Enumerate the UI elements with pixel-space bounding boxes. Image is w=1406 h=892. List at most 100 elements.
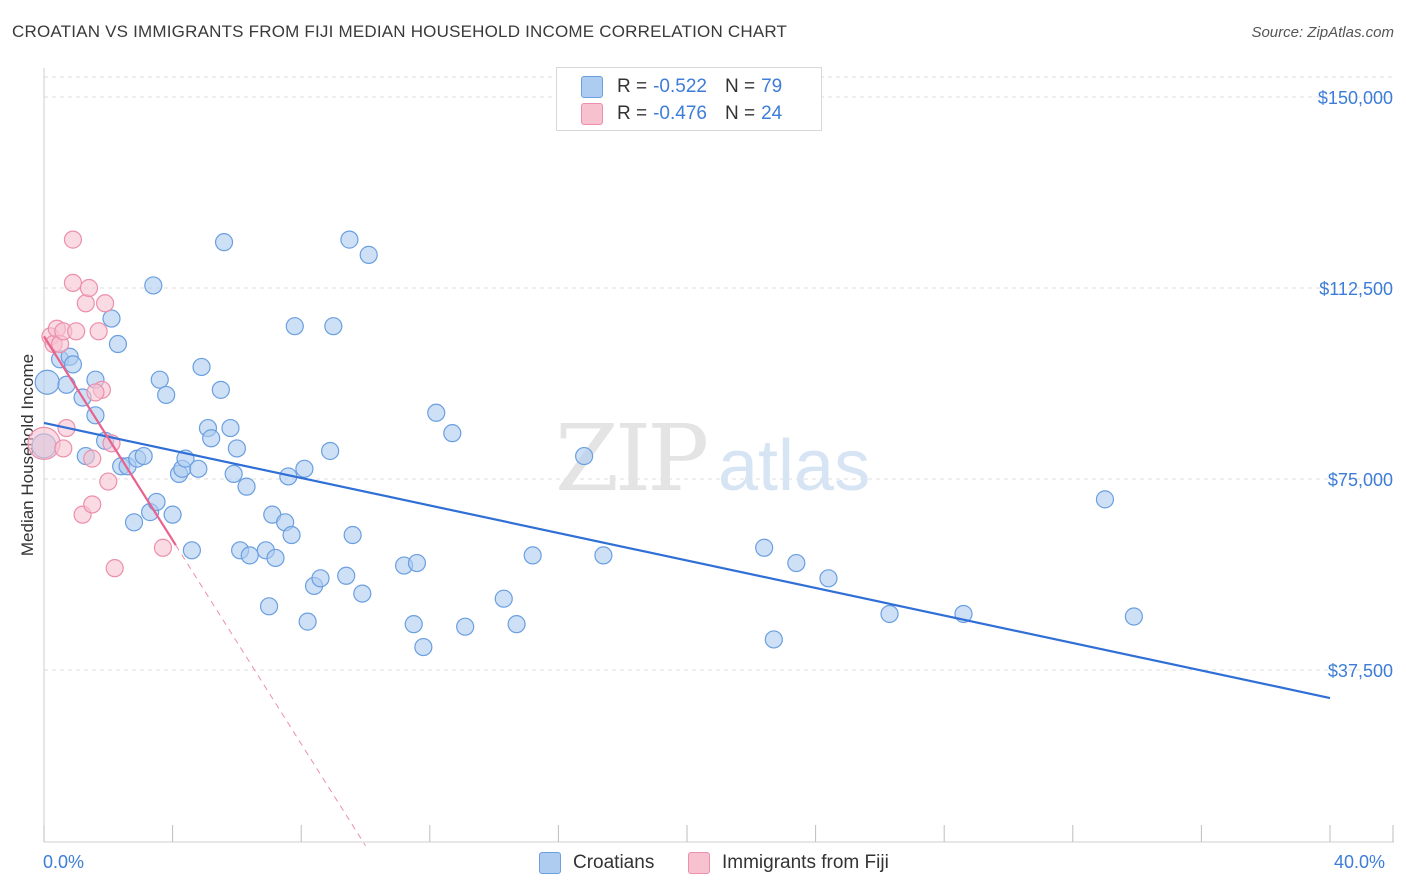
- legend-r-value: -0.522: [653, 76, 707, 97]
- croatians-point: [456, 617, 475, 636]
- croatians-point: [787, 553, 806, 573]
- stats-legend: R = -0.522 N = 79 R = -0.476 N = 24: [556, 67, 822, 131]
- fiji-point: [153, 538, 173, 557]
- legend-r-value: -0.476: [653, 103, 707, 124]
- croatians-point: [266, 548, 285, 568]
- croatians-swatch: [581, 76, 603, 98]
- legend-n-label: N =: [724, 76, 756, 97]
- croatians-point: [1095, 490, 1115, 509]
- croatians-point: [594, 546, 613, 565]
- fiji-point: [105, 559, 124, 578]
- croatians-point: [295, 459, 314, 478]
- croatians-point: [404, 615, 423, 634]
- croatians-point: [507, 615, 526, 634]
- croatians-point: [124, 513, 144, 532]
- source-label: Source: ZipAtlas.com: [1251, 24, 1394, 41]
- croatians-swatch: [539, 852, 561, 874]
- fiji-point: [99, 472, 118, 491]
- fiji-point: [79, 278, 99, 298]
- y-tick-label: $112,500: [1319, 279, 1393, 299]
- croatians-point: [237, 477, 256, 496]
- fiji-point: [63, 273, 83, 293]
- croatians-point: [57, 375, 76, 394]
- croatians-point: [189, 459, 208, 478]
- croatians-point: [755, 538, 774, 557]
- legend-row-croatians: R = -0.522 N = 79: [581, 74, 782, 100]
- croatians-point: [575, 446, 594, 466]
- fiji-point: [83, 449, 102, 468]
- series-legend: Croatians Immigrants from Fiji: [0, 852, 1406, 878]
- croatians-point: [134, 446, 153, 466]
- legend-r-label: R =: [617, 76, 648, 97]
- croatians-point: [147, 492, 166, 512]
- croatians-point: [282, 525, 301, 545]
- y-tick-label: $75,000: [1328, 470, 1393, 490]
- fiji-swatch: [688, 852, 710, 874]
- croatians-point: [407, 553, 427, 573]
- croatians-point: [192, 357, 211, 377]
- fiji-point: [95, 294, 115, 313]
- y-tick-labels: $37,500 $75,000 $112,500 $150,000: [1318, 88, 1393, 681]
- croatians-point: [819, 569, 838, 588]
- fiji-point: [83, 495, 102, 514]
- croatians-point: [298, 612, 317, 631]
- croatians-point: [150, 370, 169, 389]
- legend-item-croatians[interactable]: Croatians: [539, 852, 654, 874]
- croatians-point: [202, 429, 221, 448]
- trend-lines: [43, 335, 1331, 846]
- croatians-point: [343, 525, 362, 545]
- legend-r-label: R =: [617, 103, 648, 124]
- fiji-point: [89, 322, 108, 341]
- fiji-point: [67, 322, 86, 341]
- croatians-point: [259, 597, 279, 616]
- croatians-point: [324, 317, 343, 336]
- y-tick-label: $37,500: [1328, 661, 1393, 681]
- croatians-point: [523, 546, 542, 565]
- croatians-point: [880, 604, 899, 624]
- croatians-point: [285, 317, 304, 336]
- croatians-point: [144, 276, 163, 295]
- croatians-trend-line: [43, 421, 1331, 700]
- gridlines: [44, 76, 1394, 671]
- croatians-point: [443, 424, 462, 443]
- legend-n-label: N =: [724, 103, 756, 124]
- chart-title: CROATIAN VS IMMIGRANTS FROM FIJI MEDIAN …: [12, 22, 788, 41]
- fiji-point: [86, 383, 105, 402]
- croatians-point: [227, 439, 246, 458]
- fiji-swatch: [581, 103, 603, 125]
- croatians-point: [163, 505, 182, 524]
- croatians-point: [427, 403, 446, 422]
- x-max-label: 40.0%: [1334, 852, 1386, 872]
- fiji-trend-line: [43, 335, 177, 546]
- croatians-point: [1124, 607, 1143, 626]
- croatians-point: [353, 584, 372, 603]
- croatians-label: Croatians: [573, 852, 655, 873]
- legend-row-fiji: R = -0.476 N = 24: [581, 101, 782, 127]
- croatians-point: [321, 441, 340, 461]
- legend-n-value: 24: [761, 103, 783, 124]
- croatians-point: [240, 546, 259, 565]
- croatians-point: [337, 566, 356, 585]
- fiji-label: Immigrants from Fiji: [722, 852, 889, 873]
- croatians-point: [494, 589, 513, 608]
- croatians-point: [214, 233, 234, 252]
- fiji-trend-extension: [175, 544, 366, 846]
- croatians-point: [182, 541, 201, 560]
- croatians-point: [211, 380, 230, 399]
- axes: [43, 68, 1394, 843]
- croatians-point: [224, 464, 243, 484]
- fiji-point: [54, 439, 73, 458]
- y-tick-label: $150,000: [1318, 88, 1393, 108]
- croatians-point: [311, 569, 330, 588]
- legend-n-value: 79: [761, 76, 783, 97]
- croatians-point: [108, 334, 128, 354]
- fiji-points: [27, 230, 173, 578]
- croatians-point: [221, 418, 240, 438]
- fiji-point: [27, 426, 61, 460]
- croatians-point: [102, 309, 121, 328]
- croatians-point: [359, 245, 378, 264]
- x-min-label: 0.0%: [43, 852, 85, 872]
- croatians-point: [34, 369, 60, 395]
- legend-item-fiji[interactable]: Immigrants from Fiji: [688, 852, 889, 874]
